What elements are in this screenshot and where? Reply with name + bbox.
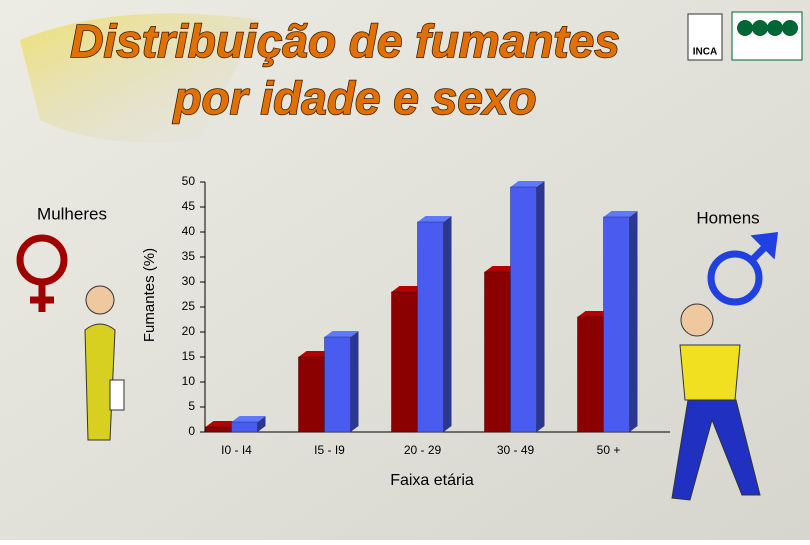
y-axis-label: Fumantes (%) <box>141 248 158 342</box>
bar <box>298 356 325 433</box>
x-tick-label: I0 - I4 <box>221 443 252 457</box>
y-tick-label: 10 <box>182 374 196 388</box>
bar-top <box>391 286 426 292</box>
y-tick-label: 25 <box>182 299 196 313</box>
bar-top <box>205 421 240 427</box>
bar-top <box>324 331 359 337</box>
legend-label: Mulheres <box>37 204 107 223</box>
bar-top <box>231 416 266 422</box>
bar-top <box>577 311 612 317</box>
bar <box>484 271 511 433</box>
y-tick-label: 40 <box>182 224 196 238</box>
x-tick-label: I5 - I9 <box>314 443 345 457</box>
x-tick-label: 50 + <box>597 443 621 457</box>
legend-label: Homens <box>696 208 759 227</box>
title-line: por idade e sexo <box>171 72 536 124</box>
y-tick-label: 20 <box>182 324 196 338</box>
bar-side <box>443 216 452 432</box>
male-symbol <box>707 231 779 306</box>
x-axis-label: Faixa etária <box>390 472 474 489</box>
bar <box>603 216 630 433</box>
bar-side <box>536 181 545 432</box>
y-tick-label: 35 <box>182 249 196 263</box>
bar <box>231 421 258 433</box>
bar <box>417 221 444 433</box>
bar-side <box>629 211 638 432</box>
y-tick-label: 15 <box>182 349 196 363</box>
logo-text: INCA <box>693 47 717 58</box>
bar-top <box>603 211 638 217</box>
bar <box>391 291 418 433</box>
y-tick-label: 30 <box>182 274 196 288</box>
x-tick-label: 30 - 49 <box>497 443 535 457</box>
bar-top <box>298 351 333 357</box>
decoration <box>20 13 260 143</box>
bar <box>510 186 537 433</box>
y-tick-label: 0 <box>188 424 195 438</box>
bar-side <box>350 331 359 432</box>
bar <box>205 426 232 433</box>
female-symbol <box>16 234 68 312</box>
bar-top <box>510 181 545 187</box>
bar <box>577 316 604 433</box>
bar <box>324 336 351 433</box>
woman-figure <box>84 285 125 441</box>
y-tick-label: 5 <box>188 399 195 413</box>
y-tick-label: 45 <box>182 199 196 213</box>
bar-side <box>257 416 266 432</box>
title-line: Distribuição de fumantes <box>70 15 620 67</box>
bar-top <box>417 216 452 222</box>
man-figure <box>671 303 761 501</box>
y-tick-label: 50 <box>182 174 196 188</box>
bar-top <box>484 266 519 272</box>
x-tick-label: 20 - 29 <box>404 443 442 457</box>
logo: INCA <box>687 11 803 61</box>
